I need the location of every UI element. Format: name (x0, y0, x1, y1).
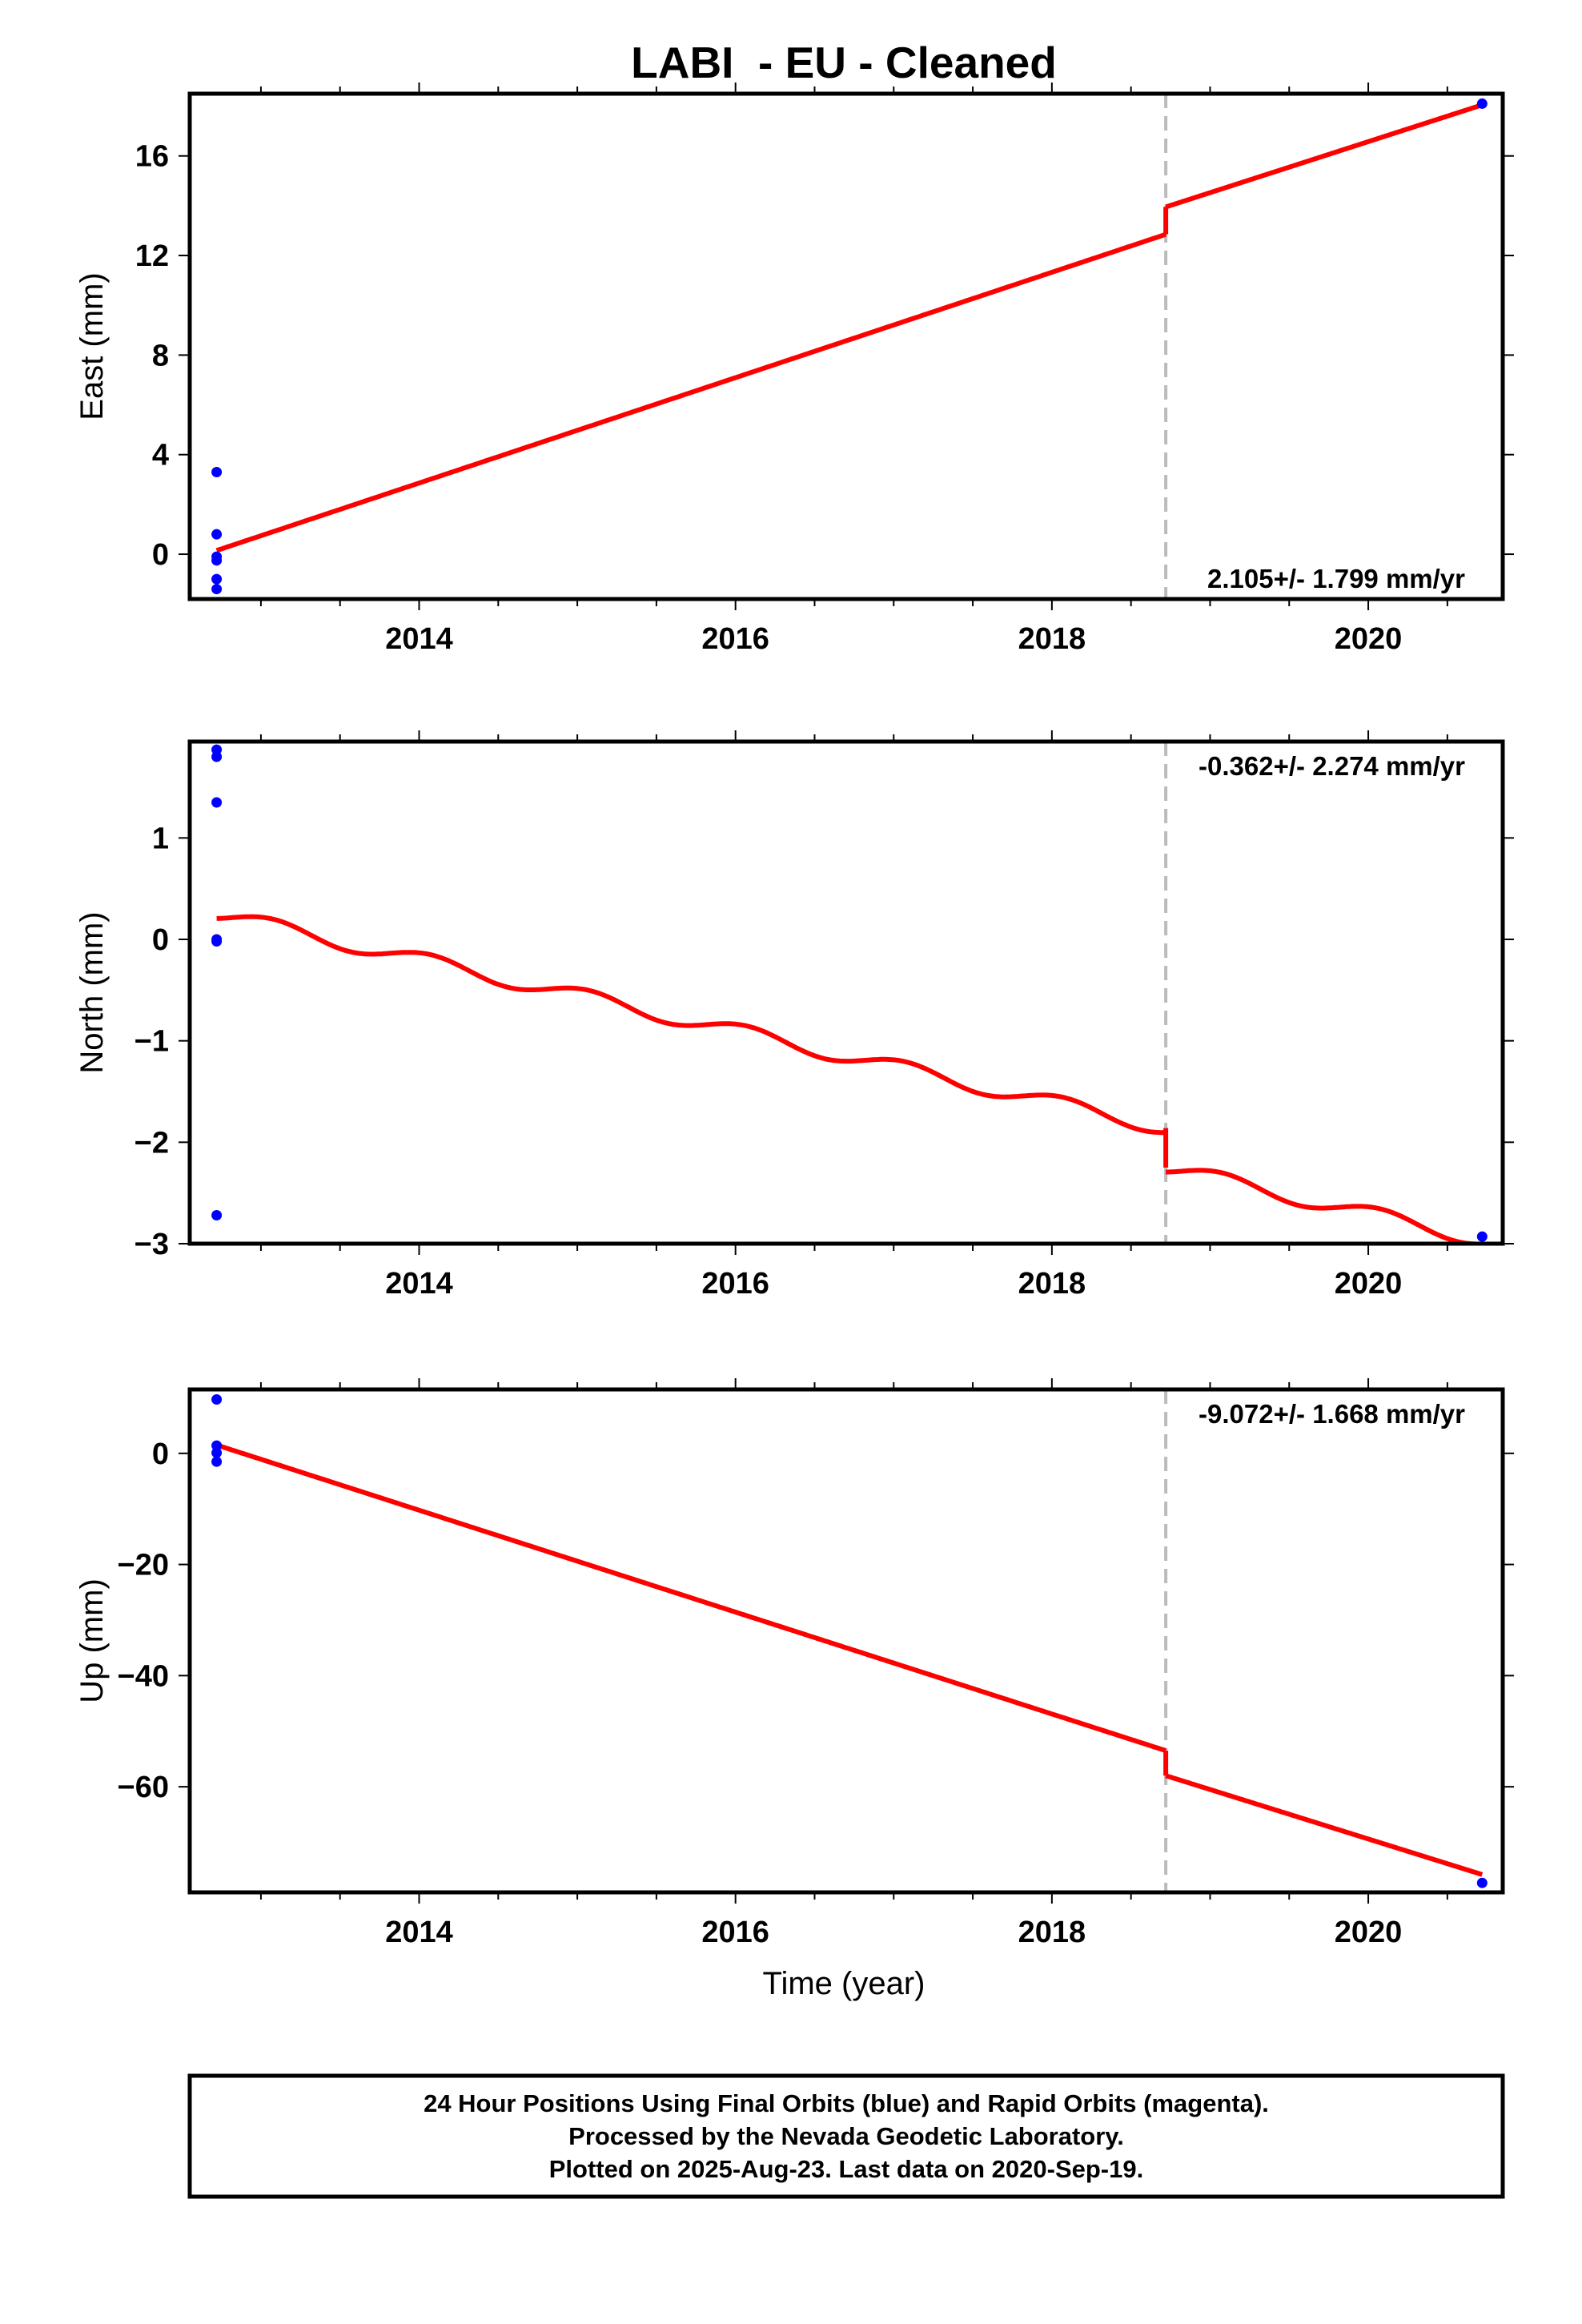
data-point (1476, 1231, 1488, 1242)
footer-line-2: Processed by the Nevada Geodetic Laborat… (568, 2122, 1124, 2150)
y-tick-label: 8 (152, 339, 169, 372)
rate-label: -9.072+/- 1.668 mm/yr (1199, 1399, 1465, 1429)
plot-area (211, 742, 1488, 1244)
data-point (211, 751, 223, 762)
y-tick-label: −1 (135, 1025, 169, 1059)
data-point (211, 529, 223, 540)
y-tick-label: −60 (118, 1771, 169, 1804)
model-segment-1 (216, 914, 1166, 1136)
footer-line-1: 24 Hour Positions Using Final Orbits (bl… (424, 2089, 1269, 2117)
footer-frame (187, 2073, 1505, 2199)
data-point (211, 573, 223, 585)
x-tick-label: 2014 (385, 622, 453, 656)
model-segment-2 (1164, 1773, 1484, 1877)
data-point (211, 584, 223, 595)
y-tick-label: 16 (135, 140, 169, 174)
panels-group: 2014 2016 2018 2020 0 4 8 12 16 East (mm) 2.105+/-… (74, 82, 1514, 1949)
x-tick-label: 2016 (701, 1916, 769, 1949)
data-point (211, 466, 223, 477)
y-tick-label: 0 (152, 1437, 169, 1471)
y-tick-label: −3 (135, 1228, 169, 1261)
panel-frame (187, 739, 1505, 1246)
model-segment-2 (1164, 1168, 1484, 1244)
x-tick-label: 2020 (1335, 1267, 1403, 1301)
y-axis-label: Up (mm) (74, 1578, 110, 1703)
x-axis-label: Time (year) (763, 1966, 926, 2001)
y-tick-label: 1 (152, 822, 169, 855)
data-point (211, 555, 223, 566)
data-point (211, 1456, 223, 1467)
y-tick-label: −2 (135, 1126, 169, 1160)
x-tick-label: 2018 (1018, 1916, 1086, 1949)
rate-label: 2.105+/- 1.799 mm/yr (1207, 564, 1465, 593)
data-point (211, 936, 223, 947)
data-point (211, 1393, 223, 1405)
x-tick-label: 2018 (1018, 1267, 1086, 1301)
panel-north: 2014 2016 2018 2020 −3 −2 −1 0 1 North (mm) -0.362… (74, 730, 1514, 1301)
data-point (211, 797, 223, 808)
data-point (211, 1447, 223, 1458)
rate-label: -0.362+/- 2.274 mm/yr (1199, 751, 1465, 781)
y-tick-label: −40 (118, 1659, 169, 1693)
y-tick-label: 4 (152, 439, 169, 472)
chart-title: LABI - EU - Cleaned (631, 38, 1057, 87)
y-tick-label: 0 (152, 923, 169, 957)
data-point (211, 1210, 223, 1221)
plot-area (211, 1389, 1488, 1892)
panel-frame (187, 1387, 1505, 1895)
x-tick-label: 2014 (385, 1916, 453, 1949)
plot-area (211, 94, 1488, 599)
y-axis-label: East (mm) (74, 272, 110, 420)
x-tick-label: 2020 (1335, 622, 1403, 656)
panel-frame (187, 91, 1505, 601)
y-axis-label: North (mm) (74, 911, 110, 1073)
x-tick-label: 2020 (1335, 1916, 1403, 1949)
model-segment-2 (1164, 103, 1484, 210)
data-point (211, 1440, 223, 1451)
model-segment-1 (215, 231, 1167, 553)
x-tick-label: 2016 (701, 622, 769, 656)
y-tick-label: 0 (152, 538, 169, 572)
y-tick-label: 12 (135, 239, 169, 273)
footer-line-3: Plotted on 2025-Aug-23. Last data on 202… (549, 2155, 1143, 2183)
data-point (1476, 98, 1488, 109)
x-tick-label: 2018 (1018, 622, 1086, 656)
y-tick-label: −20 (118, 1549, 169, 1582)
model-segment-1 (215, 1442, 1166, 1753)
footer-box: 24 Hour Positions Using Final Orbits (bl… (187, 2073, 1505, 2199)
x-tick-label: 2014 (385, 1267, 453, 1301)
data-point (1476, 1877, 1488, 1888)
panel-east: 2014 2016 2018 2020 0 4 8 12 16 East (mm) 2.105+/-… (74, 82, 1514, 656)
panel-up: 2014 2016 2018 2020 −60 −40 −20 0 Up (mm) -9.072+… (74, 1378, 1514, 1949)
x-tick-label: 2016 (701, 1267, 769, 1301)
